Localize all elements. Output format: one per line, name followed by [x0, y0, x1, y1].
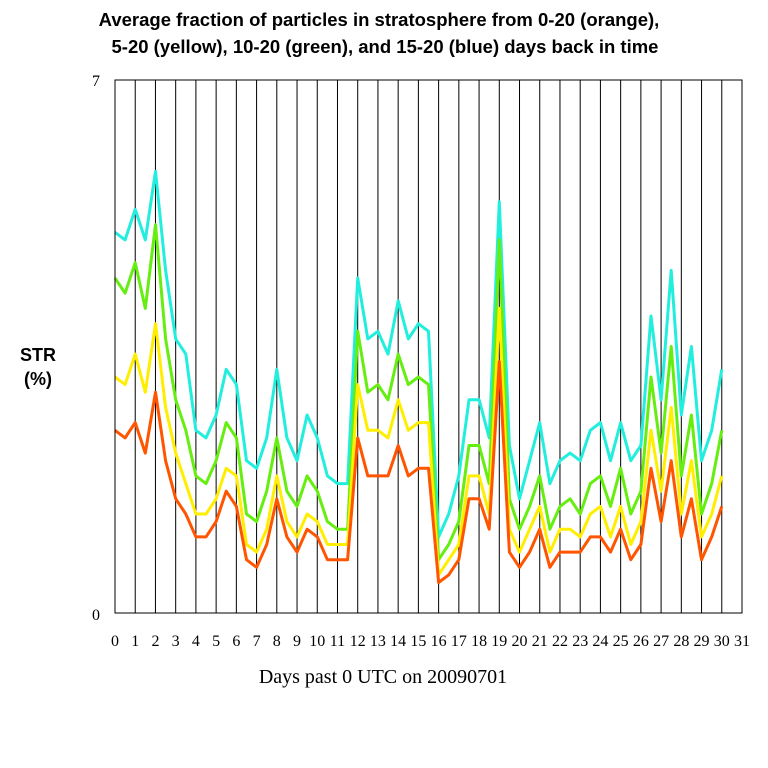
x-tick-label: 1 [131, 633, 139, 650]
x-tick-label: 2 [151, 633, 159, 650]
x-tick-label: 15 [410, 633, 426, 650]
x-tick-label: 0 [111, 633, 119, 650]
y-axis-label-line-1: STR [20, 345, 56, 365]
x-tick-label: 17 [451, 633, 467, 650]
y-axis-label-line-2: (%) [24, 369, 52, 389]
x-tick-label: 5 [212, 633, 220, 650]
x-tick-label: 11 [330, 633, 345, 650]
x-tick-label: 10 [309, 633, 325, 650]
x-tick-label: 30 [714, 633, 730, 650]
x-tick-labels: 0 1 2 3 4 5 6 7 8 9 10 11 12 13 14 15 16 17 18 19 20 21 22 23 24… [111, 633, 750, 650]
x-tick-label: 3 [172, 633, 180, 650]
plot-frame [114, 79, 743, 614]
x-tick-label: 21 [532, 633, 548, 650]
x-tick-label: 6 [232, 633, 240, 650]
y-tick-label-min: 0 [92, 607, 100, 624]
x-tick-label: 7 [253, 633, 261, 650]
x-tick-label: 22 [552, 633, 568, 650]
x-tick-label: 9 [293, 633, 301, 650]
x-tick-label: 14 [390, 633, 406, 650]
gridlines [134, 80, 723, 613]
x-tick-label: 26 [633, 633, 649, 650]
series-line-0 [114, 169, 724, 539]
x-tick-label: 16 [431, 633, 447, 650]
chart-title-line-1: Average fraction of particles in stratos… [99, 9, 660, 30]
x-tick-label: 13 [370, 633, 386, 650]
x-tick-label: 12 [350, 633, 366, 650]
x-tick-label: 25 [613, 633, 629, 650]
x-tick-label: 23 [572, 633, 588, 650]
x-axis-label: Days past 0 UTC on 20090701 [259, 666, 507, 688]
series-line-2 [114, 306, 724, 577]
x-tick-label: 31 [734, 633, 750, 650]
y-tick-label-max: 7 [92, 73, 100, 90]
x-tick-label: 4 [192, 633, 200, 650]
chart-title-line-2: 5-20 (yellow), 10-20 (green), and 15-20 … [112, 36, 659, 57]
x-tick-label: 28 [673, 633, 689, 650]
x-tick-label: 24 [592, 633, 608, 650]
series-line-1 [113, 223, 724, 562]
series-line-3 [114, 360, 724, 584]
x-tick-label: 27 [653, 633, 669, 650]
x-tick-label: 19 [491, 633, 507, 650]
x-tick-label: 8 [273, 633, 281, 650]
x-tick-label: 29 [694, 633, 710, 650]
x-tick-label: 20 [512, 633, 528, 650]
series-lines [113, 169, 724, 584]
x-tick-label: 18 [471, 633, 487, 650]
